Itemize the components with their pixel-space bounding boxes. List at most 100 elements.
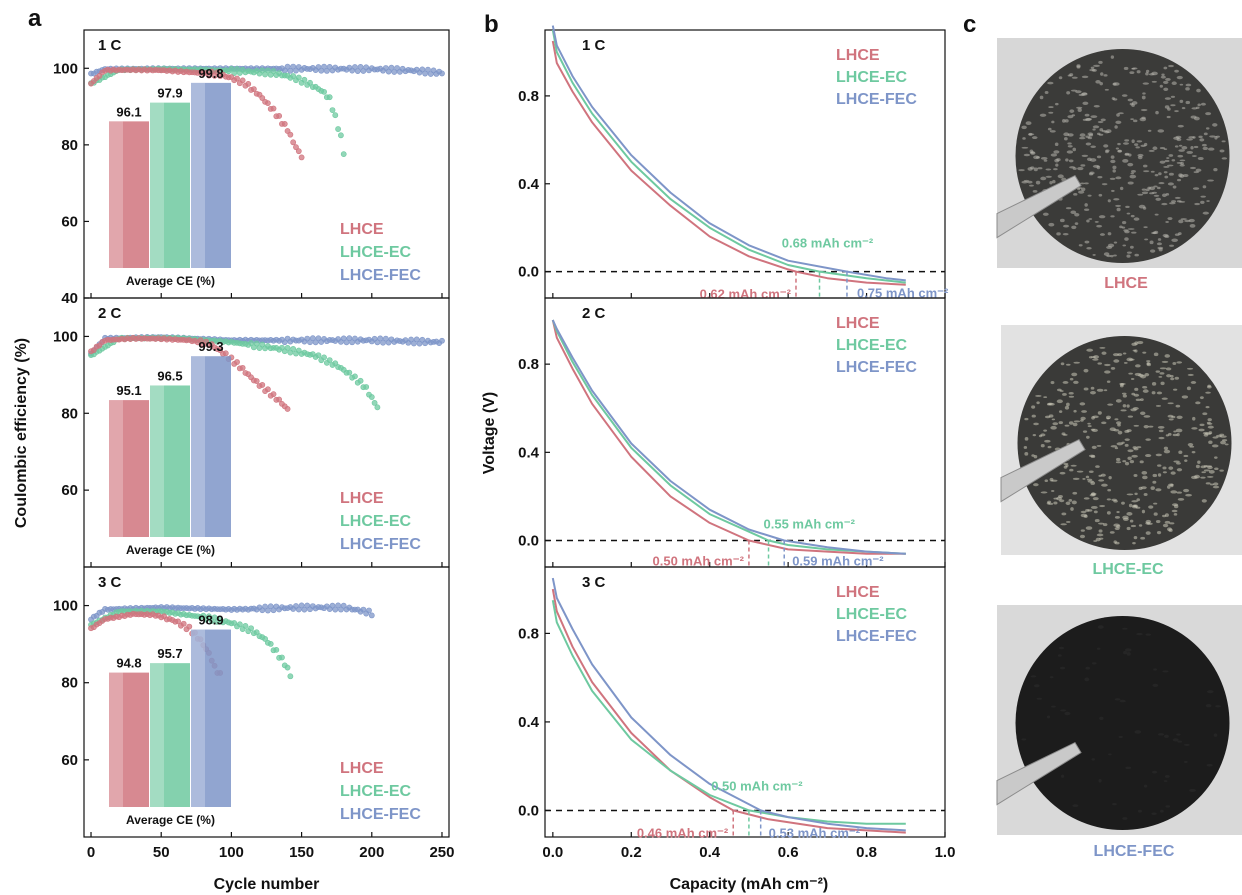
texture-dot: [1136, 498, 1141, 502]
texture-dot: [1114, 125, 1118, 129]
texture-dot: [1048, 502, 1054, 505]
texture-dot: [1176, 733, 1181, 736]
texture-dot: [1191, 475, 1198, 480]
data-point: [422, 70, 429, 77]
texture-dot: [1076, 470, 1084, 473]
texture-dot: [1163, 780, 1168, 783]
texture-dot: [1119, 699, 1126, 703]
data-point: [366, 607, 372, 614]
texture-dot: [1086, 478, 1093, 481]
texture-dot: [1169, 244, 1174, 247]
texture-dot: [1176, 75, 1183, 80]
texture-dot: [1077, 108, 1082, 113]
texture-dot: [1127, 449, 1134, 453]
texture-dot: [1156, 531, 1162, 535]
texture-dot: [1089, 68, 1096, 72]
data-point: [374, 339, 381, 346]
panel-label-a: a: [28, 5, 42, 32]
texture-dot: [1175, 135, 1182, 139]
texture-dot: [1131, 392, 1136, 396]
texture-dot: [1152, 683, 1159, 687]
texture-dot: [1169, 522, 1175, 525]
texture-dot: [1133, 473, 1138, 477]
y-tick-label: 60: [61, 752, 78, 769]
data-point: [295, 606, 302, 613]
texture-dot: [1105, 129, 1112, 134]
texture-dot: [1141, 470, 1148, 475]
texture-dot: [1068, 421, 1074, 425]
texture-dot: [1203, 469, 1211, 472]
data-point: [374, 404, 381, 411]
texture-dot: [1124, 461, 1130, 466]
texture-dot: [1095, 465, 1100, 468]
texture-dot: [1107, 199, 1111, 203]
texture-dot: [1121, 94, 1128, 97]
legend-lhce: LHCE: [836, 47, 880, 64]
y-tick-label: 100: [53, 598, 78, 615]
texture-dot: [1214, 456, 1218, 459]
texture-dot: [1063, 224, 1070, 228]
texture-dot: [1172, 185, 1177, 189]
data-point: [307, 339, 313, 346]
texture-dot: [1127, 181, 1134, 185]
texture-dot: [1024, 452, 1029, 456]
data-point: [408, 336, 414, 343]
texture-dot: [1201, 499, 1207, 503]
texture-dot: [1068, 391, 1074, 395]
texture-dot: [1137, 373, 1144, 377]
texture-dot: [1207, 425, 1214, 429]
texture-dot: [1053, 501, 1058, 505]
texture-dot: [1096, 647, 1101, 650]
texture-dot: [1126, 526, 1131, 531]
texture-dot: [1137, 153, 1144, 157]
texture-dot: [1087, 422, 1091, 425]
texture-dot: [1152, 231, 1157, 235]
y-tick-label: 0.8: [518, 356, 539, 373]
texture-dot: [1202, 211, 1209, 215]
texture-dot: [1107, 232, 1112, 236]
texture-dot: [1048, 222, 1055, 227]
texture-dot: [1097, 120, 1104, 124]
texture-dot: [1206, 763, 1213, 767]
texture-dot: [1126, 251, 1132, 254]
texture-dot: [1115, 120, 1122, 124]
data-point: [315, 352, 322, 359]
texture-dot: [1160, 75, 1166, 79]
texture-dot: [1183, 760, 1188, 764]
texture-dot: [1127, 456, 1132, 460]
texture-dot: [1206, 200, 1210, 203]
texture-dot: [1081, 187, 1086, 192]
inset-bar-highlight: [150, 385, 164, 537]
texture-dot: [1084, 677, 1090, 682]
texture-dot: [1153, 194, 1160, 197]
texture-dot: [1117, 430, 1123, 435]
texture-dot: [1162, 514, 1167, 518]
series-lhce-ec: [88, 334, 381, 411]
texture-dot: [1127, 228, 1135, 230]
data-point: [276, 113, 283, 119]
texture-dot: [1171, 503, 1179, 507]
texture-dot: [1133, 217, 1140, 221]
texture-dot: [1163, 80, 1169, 84]
texture-dot: [1105, 150, 1109, 154]
texture-dot: [1053, 150, 1060, 154]
texture-dot: [1130, 214, 1135, 218]
texture-dot: [1197, 156, 1204, 161]
texture-dot: [1040, 491, 1048, 494]
texture-dot: [1170, 374, 1174, 378]
texture-dot: [1214, 467, 1219, 471]
texture-dot: [1097, 132, 1101, 136]
data-point: [206, 72, 212, 79]
texture-dot: [1035, 180, 1041, 185]
texture-dot: [1099, 716, 1104, 721]
texture-dot: [1036, 401, 1040, 405]
texture-dot: [1088, 218, 1093, 220]
texture-dot: [1046, 403, 1052, 406]
tweezers-icon: [1000, 438, 1086, 503]
texture-dot: [1134, 253, 1139, 257]
y-tick-label: 0.4: [518, 444, 540, 461]
texture-dot: [1131, 139, 1135, 144]
series-lhce-ec: [88, 607, 294, 680]
texture-dot: [1110, 254, 1114, 258]
data-point: [262, 603, 268, 610]
